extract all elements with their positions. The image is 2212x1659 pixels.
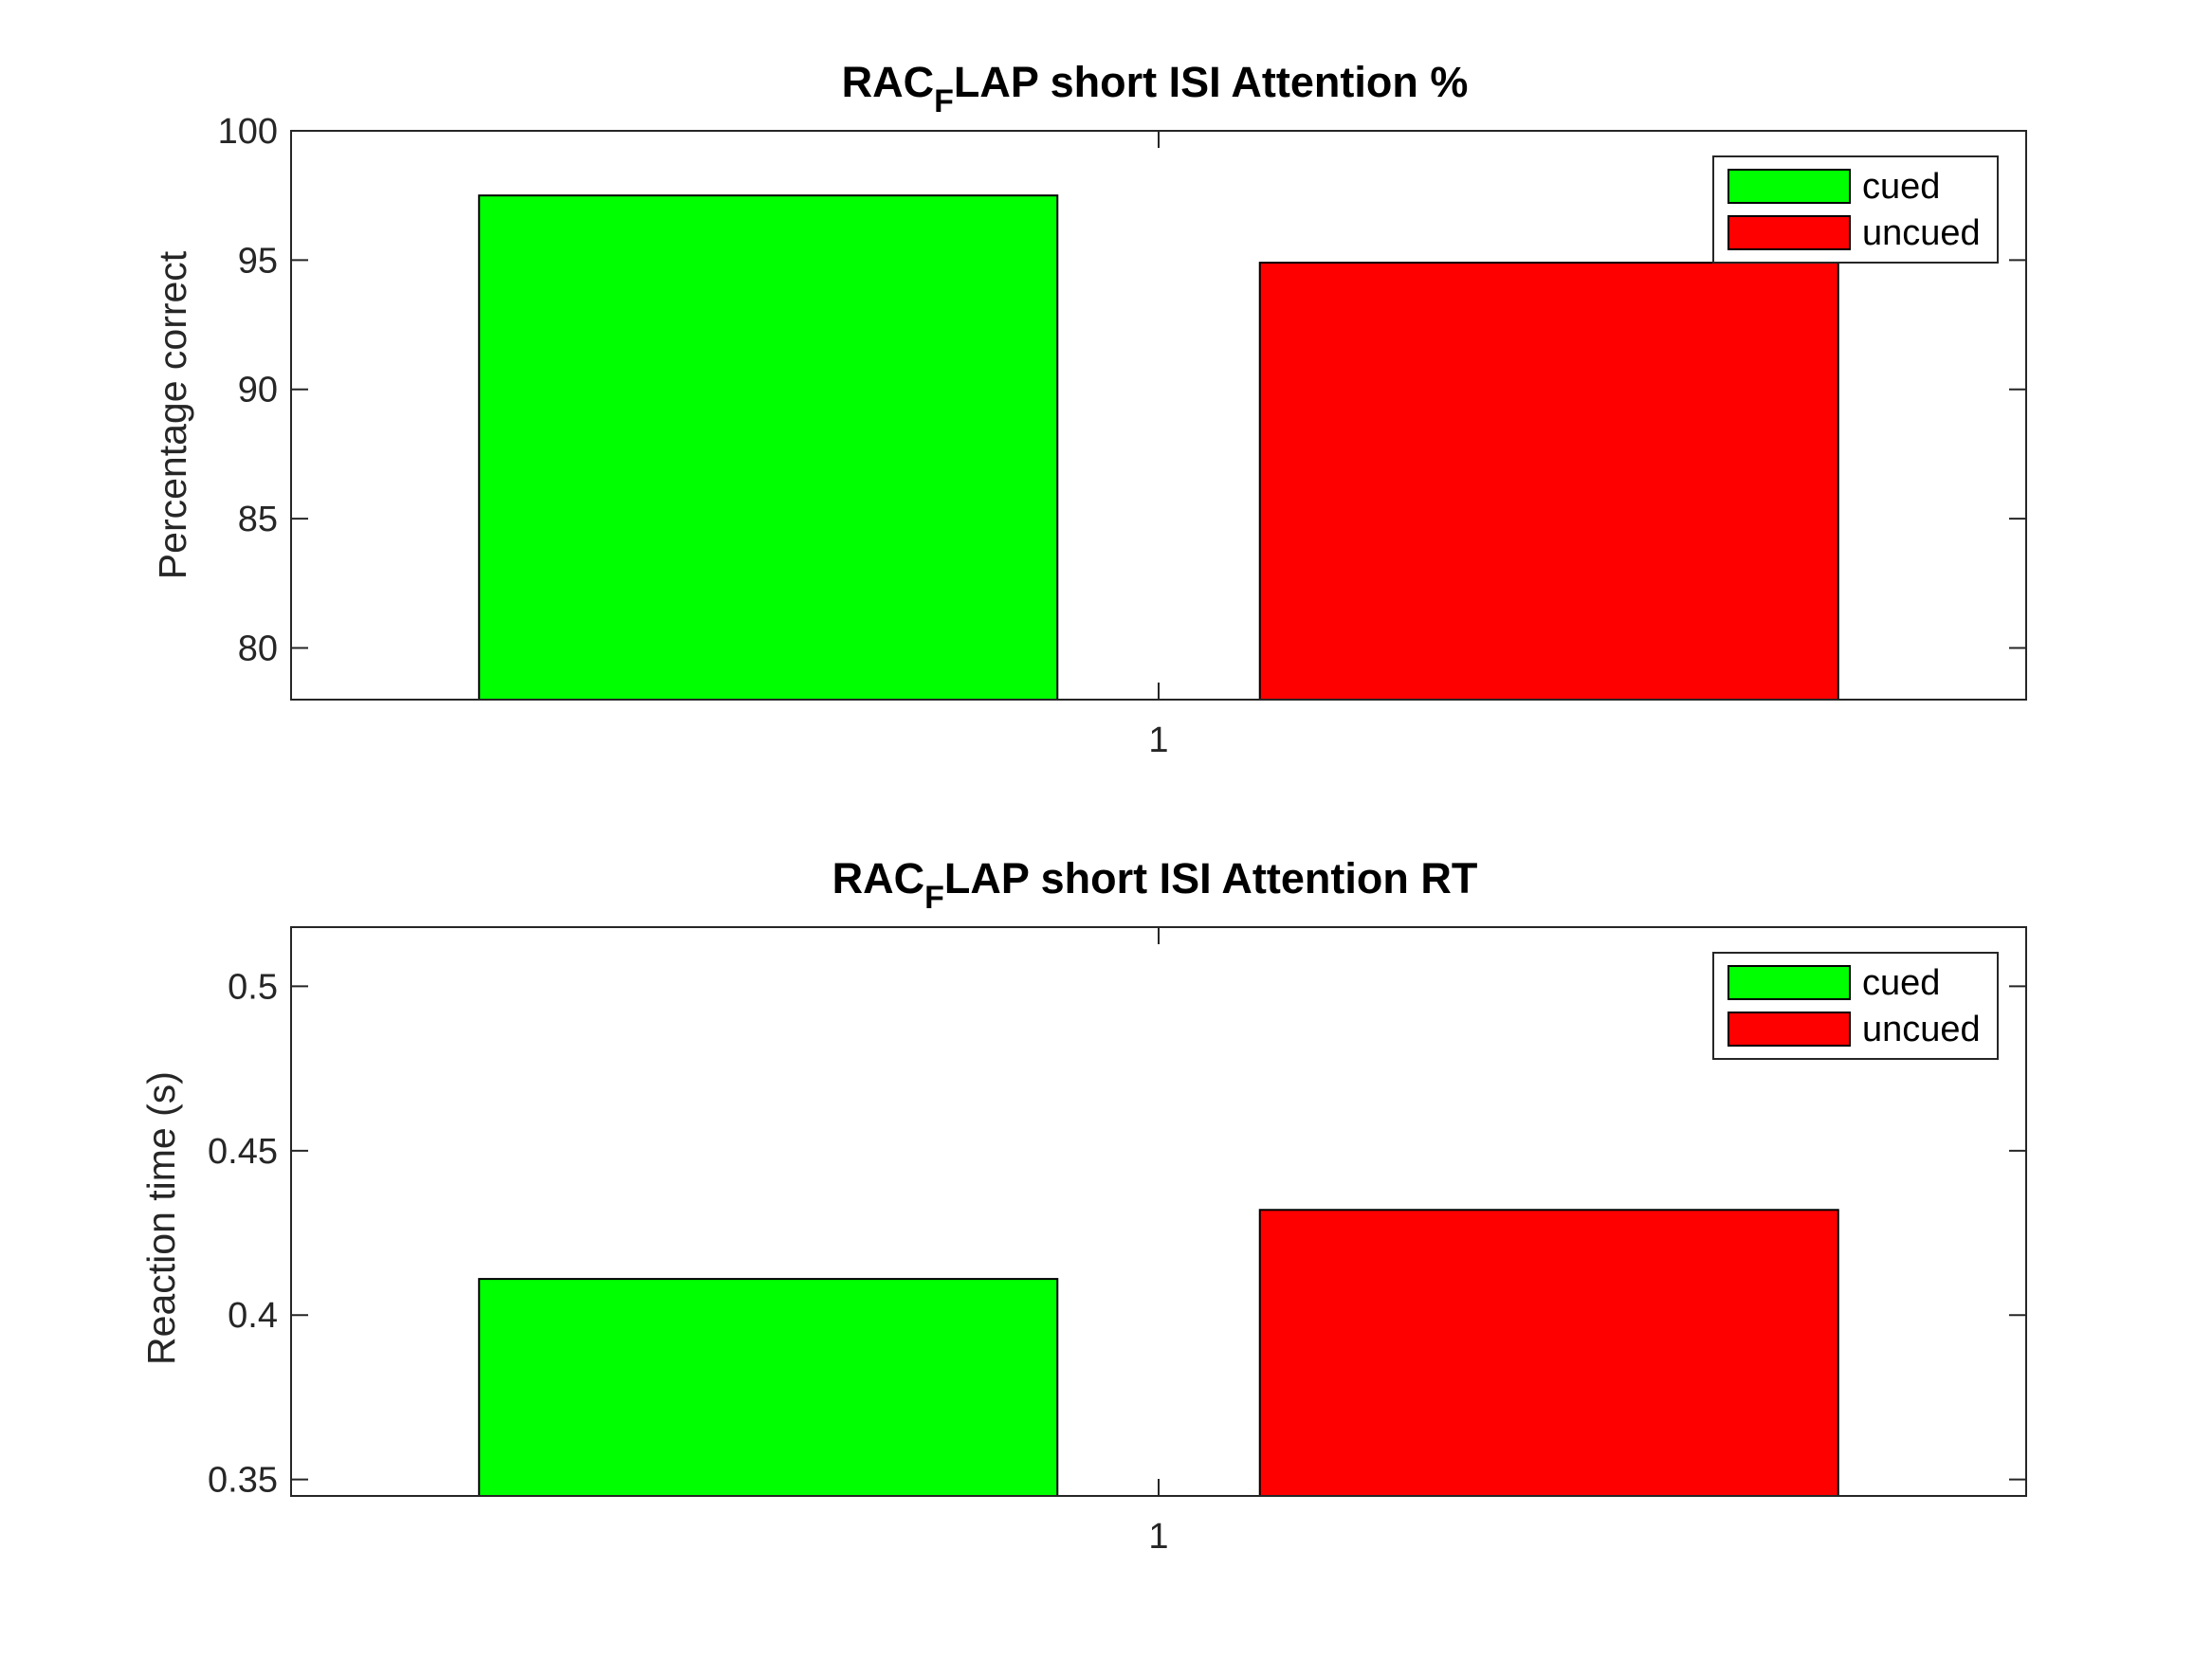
legend-swatch-uncued bbox=[1728, 215, 1851, 250]
y-tick-label: 0.45 bbox=[208, 1132, 278, 1172]
y-tick-label: 90 bbox=[238, 371, 278, 410]
y-tick-label: 0.35 bbox=[208, 1461, 278, 1501]
bar-cued bbox=[478, 1278, 1059, 1497]
bar-cued bbox=[478, 194, 1059, 701]
y-tick-label: 80 bbox=[238, 629, 278, 668]
title-suffix: LAP short ISI Attention RT bbox=[944, 854, 1477, 902]
reaction-time-panel: RACFLAP short ISI Attention RT Reaction … bbox=[139, 854, 2027, 1557]
y-tick-label: 95 bbox=[238, 241, 278, 281]
y-axis-title: Reaction time (s) bbox=[139, 1071, 183, 1365]
legend-swatch-cued bbox=[1728, 169, 1851, 204]
x-tick-label: 1 bbox=[1148, 1517, 1168, 1557]
title-subscript: F bbox=[934, 83, 954, 119]
legend-label-cued: cued bbox=[1862, 963, 1940, 1003]
legend-swatch-uncued bbox=[1728, 1012, 1851, 1047]
bar-uncued bbox=[1258, 1209, 1839, 1497]
legend-label-cued: cued bbox=[1862, 167, 1940, 207]
x-tick-label: 1 bbox=[1148, 720, 1168, 760]
bar-uncued bbox=[1258, 262, 1839, 701]
legend-label-uncued: uncued bbox=[1862, 213, 1981, 253]
chart-title: RACFLAP short ISI Attention RT bbox=[832, 854, 1478, 916]
legend: cued uncued bbox=[1712, 952, 1999, 1060]
title-prefix: RAC bbox=[832, 854, 925, 902]
y-tick-label: 0.4 bbox=[228, 1296, 278, 1336]
legend-swatch-cued bbox=[1728, 965, 1851, 1000]
y-tick-label: 0.5 bbox=[228, 967, 278, 1007]
percent-correct-panel: RACFLAP short ISI Attention % Percentage… bbox=[151, 58, 2027, 760]
title-prefix: RAC bbox=[842, 58, 935, 106]
legend-label-uncued: uncued bbox=[1862, 1010, 1981, 1049]
legend: cued uncued bbox=[1712, 155, 1999, 264]
y-tick-label: 100 bbox=[218, 112, 278, 152]
chart-title: RACFLAP short ISI Attention % bbox=[842, 58, 1469, 119]
y-axis-title: Percentage correct bbox=[151, 250, 194, 579]
title-suffix: LAP short ISI Attention % bbox=[954, 58, 1469, 106]
title-subscript: F bbox=[924, 880, 944, 916]
y-tick-label: 85 bbox=[238, 500, 278, 539]
